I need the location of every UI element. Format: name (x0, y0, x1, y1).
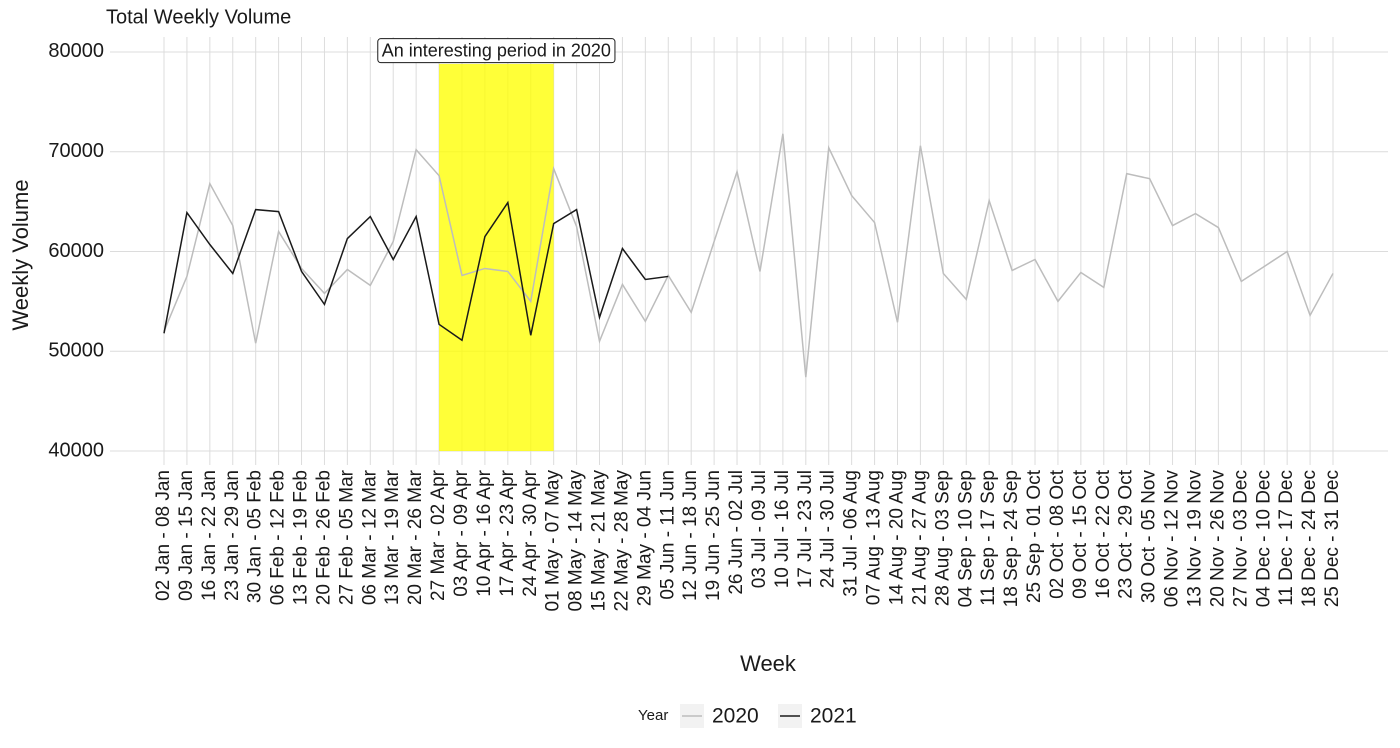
x-tick-label: 13 Feb - 19 Feb (291, 470, 312, 605)
annotation-box (377, 38, 616, 64)
x-tick-label: 20 Mar - 26 Mar (405, 469, 426, 605)
x-tick-label: 16 Oct - 22 Oct (1093, 469, 1114, 599)
legend-title: Year (638, 707, 668, 724)
x-tick-label: 02 Jan - 08 Jan (153, 470, 174, 601)
x-tick-label: 01 May - 07 May (543, 470, 564, 612)
x-tick-label: 04 Sep - 10 Sep (955, 470, 976, 607)
x-tick-label: 19 Jun - 25 Jun (703, 470, 724, 601)
highlight-region (439, 63, 554, 452)
x-tick-label: 03 Jul - 09 Jul (749, 470, 770, 588)
x-tick-label: 17 Jul - 23 Jul (795, 470, 816, 588)
x-tick-label: 31 Jul - 06 Aug (841, 470, 862, 597)
x-tick-label: 10 Jul - 16 Jul (772, 470, 793, 588)
x-tick-label: 25 Dec - 31 Dec (1322, 470, 1343, 607)
y-tick-label: 40000 (48, 439, 104, 461)
x-tick-label: 30 Oct - 05 Nov (1139, 470, 1160, 604)
x-tick-label: 23 Oct - 29 Oct (1116, 469, 1137, 599)
y-tick-label: 60000 (48, 240, 104, 262)
x-tick-label: 05 Jun - 11 Jun (657, 470, 678, 600)
x-tick-label: 13 Mar - 19 Mar (382, 469, 403, 605)
x-tick-label: 02 Oct - 08 Oct (1047, 469, 1068, 599)
series-line (163, 200, 669, 342)
x-tick-label: 26 Jun - 02 Jul (726, 470, 747, 595)
x-axis-title: Week (740, 651, 797, 676)
y-tick-label: 50000 (48, 340, 104, 362)
x-tick-label: 30 Jan - 05 Feb (245, 470, 266, 603)
x-tick-label: 27 Mar - 02 Apr (428, 469, 449, 601)
x-tick-label: 24 Jul - 30 Jul (818, 470, 839, 588)
x-tick-label: 17 Apr - 23 Apr (497, 469, 518, 596)
x-tick-label: 06 Mar - 12 Mar (359, 469, 380, 605)
x-tick-label: 18 Dec - 24 Dec (1299, 470, 1320, 607)
x-tick-label: 15 May - 21 May (589, 470, 610, 612)
x-tick-label: 09 Jan - 15 Jan (176, 470, 197, 601)
legend-label: 2020 (712, 705, 759, 728)
x-tick-label: 07 Aug - 13 Aug (864, 470, 885, 605)
x-tick-label: 11 Dec - 17 Dec (1276, 470, 1297, 606)
legend-label: 2021 (810, 705, 857, 728)
x-tick-label: 20 Nov - 26 Nov (1207, 470, 1228, 608)
y-tick-label: 80000 (48, 40, 104, 62)
x-tick-label: 06 Nov - 12 Nov (1162, 470, 1183, 608)
x-tick-label: 28 Aug - 03 Sep (932, 470, 953, 606)
x-tick-label: 14 Aug - 20 Aug (887, 470, 908, 605)
x-tick-label: 29 May - 04 Jun (634, 470, 655, 606)
x-tick-label: 24 Apr - 30 Apr (520, 469, 541, 596)
x-tick-label: 18 Sep - 24 Sep (1001, 470, 1022, 607)
x-tick-label: 20 Feb - 26 Feb (313, 470, 334, 605)
y-tick-label: 70000 (48, 140, 104, 162)
chart-title: Total Weekly Volume (106, 6, 291, 28)
x-tick-label: 06 Feb - 12 Feb (268, 470, 289, 605)
x-tick-label: 16 Jan - 22 Jan (199, 470, 220, 601)
x-tick-label: 11 Sep - 17 Sep (978, 470, 999, 606)
x-tick-label: 04 Dec - 10 Dec (1253, 470, 1274, 607)
series-line (163, 133, 1334, 378)
x-tick-label: 09 Oct - 15 Oct (1070, 469, 1091, 599)
annotation-label: An interesting period in 2020 (382, 41, 611, 61)
x-tick-label: 12 Jun - 18 Jun (680, 470, 701, 601)
x-tick-label: 21 Aug - 27 Aug (909, 470, 930, 605)
x-tick-label: 13 Nov - 19 Nov (1184, 470, 1205, 608)
y-axis-title: Weekly Volume (8, 179, 33, 330)
x-tick-label: 03 Apr - 09 Apr (451, 469, 472, 596)
x-tick-label: 08 May - 14 May (566, 470, 587, 612)
x-tick-label: 10 Apr - 16 Apr (474, 469, 495, 596)
x-tick-label: 25 Sep - 01 Oct (1024, 469, 1045, 603)
x-tick-label: 23 Jan - 29 Jan (222, 470, 243, 601)
x-tick-label: 27 Nov - 03 Dec (1230, 470, 1251, 607)
x-tick-label: 27 Feb - 05 Mar (336, 469, 357, 605)
x-tick-label: 22 May - 28 May (611, 470, 632, 612)
